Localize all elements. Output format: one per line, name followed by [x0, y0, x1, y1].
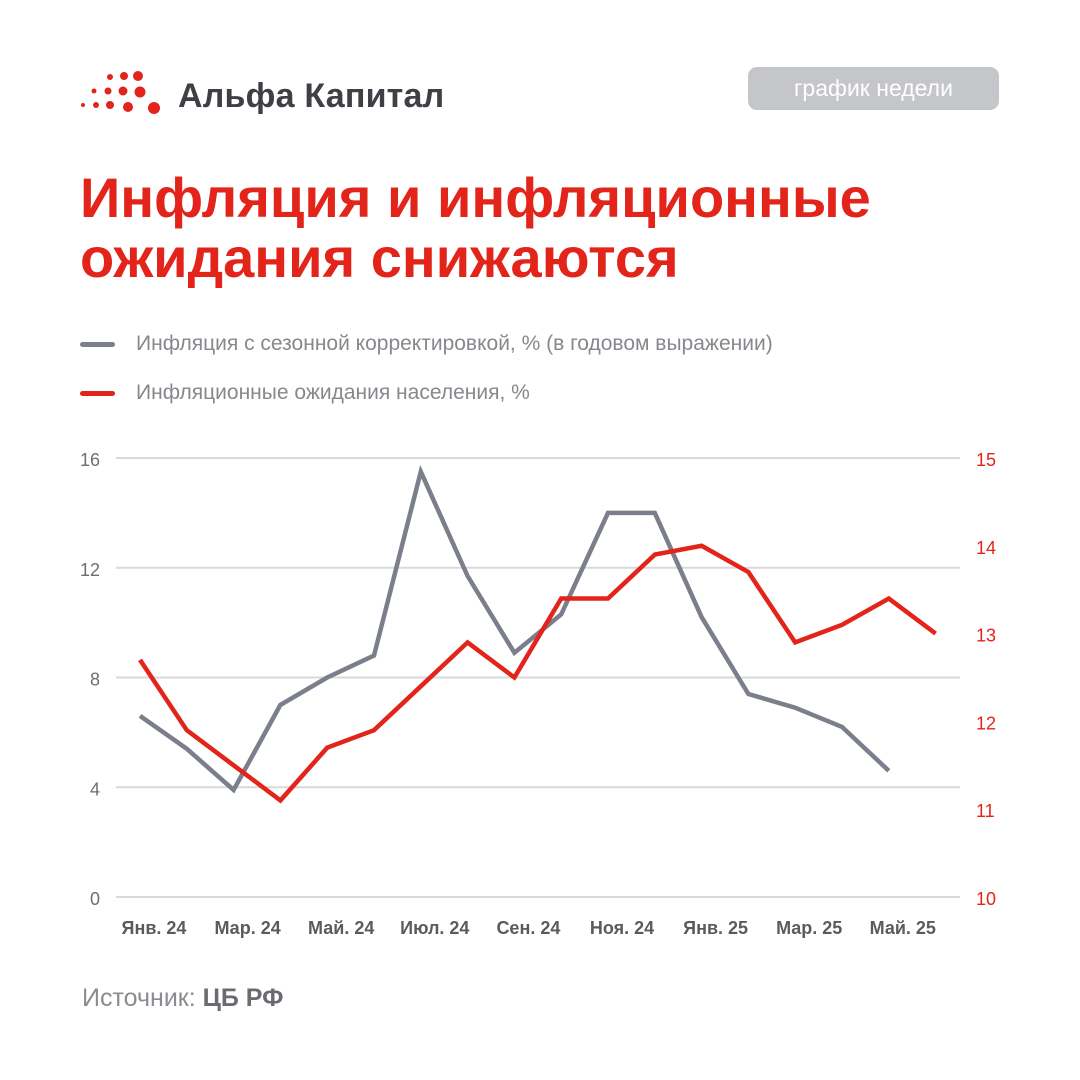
- x-tick-label: Июл. 24: [400, 918, 469, 938]
- source-value: ЦБ РФ: [202, 984, 284, 1012]
- y-left-tick-label: 16: [80, 450, 100, 470]
- series-line-expectations: [138, 543, 937, 804]
- brand-logo: Альфа Капитал: [80, 66, 444, 126]
- y-right-tick-label: 13: [976, 626, 996, 646]
- y-right-tick-label: 15: [976, 450, 996, 470]
- x-tick-label: Мар. 24: [214, 918, 280, 938]
- legend-item-inflation: Инфляция с сезонной корректировкой, % (в…: [80, 326, 773, 362]
- x-tick-label: Ноя. 24: [590, 918, 654, 938]
- y-right-tick-label: 14: [976, 538, 996, 558]
- y-left-tick-label: 4: [90, 779, 100, 799]
- source-label: Источник:: [82, 984, 196, 1012]
- source-note: Источник: ЦБ РФ: [82, 984, 283, 1013]
- title-line-2: ожидания снижаются: [80, 226, 679, 289]
- red-dots-logo-icon: [81, 71, 160, 114]
- legend-label: Инфляция с сезонной корректировкой, % (в…: [136, 332, 773, 355]
- x-tick-label: Май. 24: [308, 918, 374, 938]
- x-tick-label: Мар. 25: [776, 918, 842, 938]
- x-tick-label: Сен. 24: [496, 918, 560, 938]
- y-right-tick-label: 11: [976, 801, 995, 821]
- y-right-tick-label: 12: [976, 713, 996, 733]
- y-left-tick-label: 0: [90, 889, 100, 909]
- x-tick-label: Май. 25: [870, 918, 936, 938]
- y-left-tick-label: 12: [80, 560, 100, 580]
- legend-label: Инфляционные ожидания населения, %: [136, 381, 530, 404]
- y-right-tick-label: 10: [976, 889, 996, 909]
- line-chart: 0 4 8 12 16 10 11 12 13 14 15 Янв. 24 Мар. 24 Май. 24…: [80, 450, 996, 938]
- brand-name: Альфа Капитал: [178, 76, 445, 115]
- page-title: Инфляция и инфляционные ожидания снижают…: [80, 168, 1040, 288]
- legend-item-expectations: Инфляционные ожидания населения, %: [80, 375, 773, 411]
- x-tick-label: Янв. 24: [122, 918, 187, 938]
- legend-swatch-red: [80, 390, 115, 396]
- chart-legend: Инфляция с сезонной корректировкой, % (в…: [80, 326, 773, 424]
- y-left-tick-label: 8: [90, 670, 100, 690]
- series-line-inflation: [138, 464, 891, 794]
- title-line-1: Инфляция и инфляционные: [80, 166, 871, 229]
- x-tick-label: Янв. 25: [683, 918, 748, 938]
- chart-of-the-week-badge: график недели: [748, 67, 999, 110]
- legend-swatch-gray: [80, 341, 115, 347]
